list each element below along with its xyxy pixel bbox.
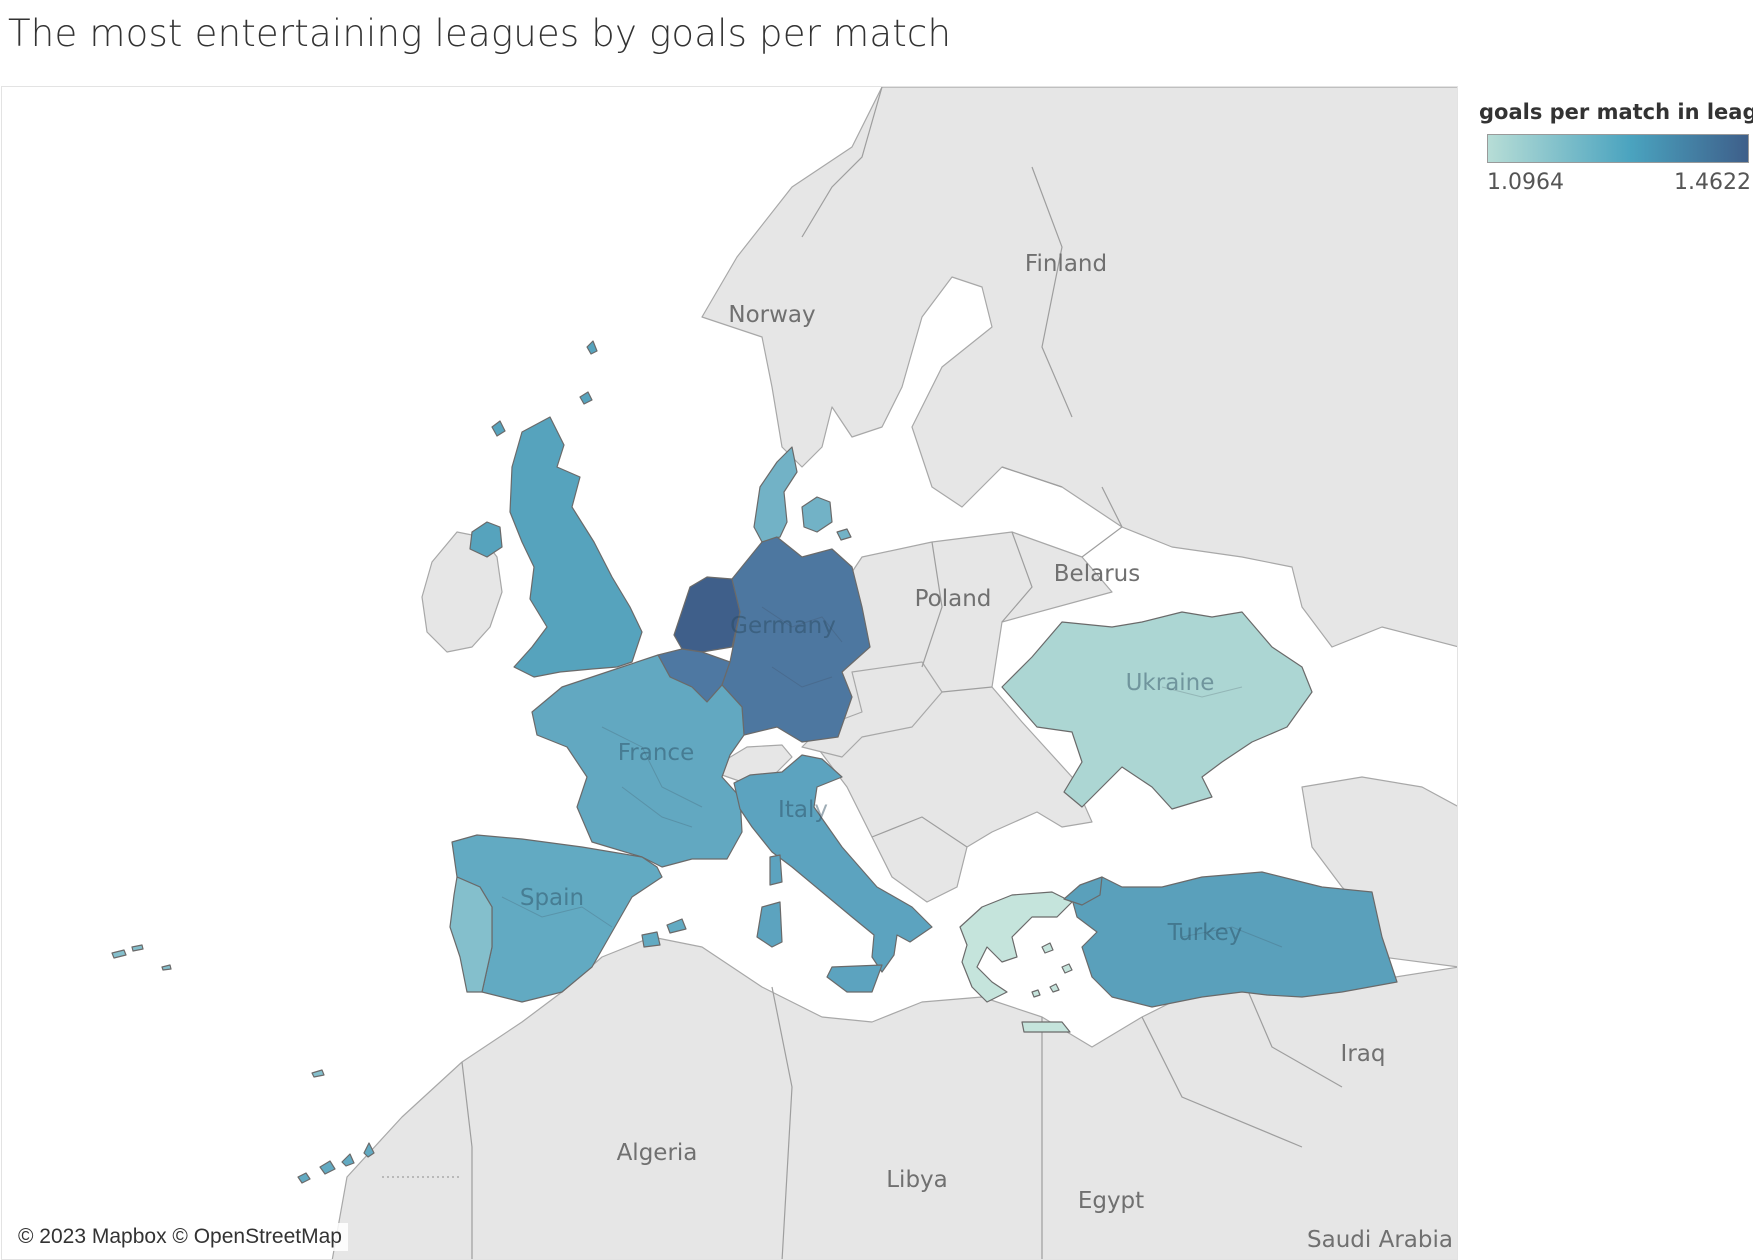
label-norway: Norway (728, 302, 815, 328)
label-france: France (618, 740, 694, 766)
internal-region-lines (761, 606, 843, 643)
label-belarus: Belarus (1054, 561, 1140, 587)
northern-ireland[interactable] (469, 521, 503, 558)
turkey-thrace[interactable] (1063, 876, 1103, 906)
country-united-kingdom[interactable] (509, 416, 643, 678)
label-turkey: Turkey (1167, 920, 1243, 946)
border-line (941, 686, 993, 693)
border-line (1001, 531, 1033, 623)
corsica[interactable] (769, 854, 783, 886)
chart-title: The most entertaining leagues by goals p… (8, 12, 952, 55)
internal-region-lines (501, 896, 613, 928)
label-saudi-arabia: Saudi Arabia (1307, 1227, 1453, 1253)
country-portugal[interactable] (449, 876, 493, 993)
legend-max-value: 1.4622 (1674, 170, 1751, 195)
country-denmark-islands[interactable] (801, 496, 852, 541)
map-canvas[interactable]: Germany France Italy Spain Turkey Ukrain… (2, 87, 1458, 1260)
legend-title: goals per match in leag.. (1479, 100, 1753, 124)
crete[interactable] (1021, 1021, 1071, 1033)
border-line (801, 87, 883, 238)
label-italy: Italy (778, 797, 828, 823)
label-algeria: Algeria (617, 1140, 698, 1166)
label-egypt: Egypt (1078, 1188, 1144, 1214)
label-ukraine: Ukraine (1126, 670, 1215, 696)
label-libya: Libya (886, 1167, 948, 1193)
internal-region-lines (771, 666, 833, 688)
border-line (461, 1061, 473, 1259)
internal-region-lines (1181, 926, 1283, 948)
uk-isles[interactable] (491, 340, 598, 437)
country-france[interactable] (531, 654, 745, 868)
map-attribution[interactable]: © 2023 Mapbox © OpenStreetMap (12, 1223, 348, 1251)
country-greece[interactable] (959, 891, 1073, 1003)
madeira-islands (311, 1069, 325, 1078)
label-germany: Germany (730, 613, 836, 639)
border-line (1141, 1016, 1303, 1148)
border-line (1001, 466, 1063, 488)
land-caucasus (1301, 776, 1457, 968)
internal-region-lines (601, 726, 703, 808)
sardinia[interactable] (756, 901, 783, 948)
border-line (921, 541, 943, 668)
country-turkey[interactable] (1071, 871, 1398, 1008)
country-ukraine[interactable] (1001, 611, 1313, 810)
country-italy[interactable] (733, 754, 933, 973)
aegean-islands[interactable] (1031, 942, 1073, 998)
border-line (1081, 486, 1123, 558)
internal-region-lines (1161, 686, 1243, 698)
legend-min-value: 1.0964 (1487, 170, 1564, 195)
border-line (1031, 166, 1073, 418)
internal-region-lines (621, 786, 693, 828)
color-legend[interactable]: goals per match in leag.. 1.0964 1.4622 (1475, 96, 1753, 206)
balearic-islands[interactable] (641, 918, 687, 948)
sicily[interactable] (826, 964, 883, 993)
border-line (871, 816, 968, 848)
border-line (771, 986, 793, 1259)
label-spain: Spain (520, 885, 584, 911)
label-poland: Poland (915, 586, 992, 612)
label-iraq: Iraq (1341, 1041, 1386, 1067)
map-view[interactable]: Germany France Italy Spain Turkey Ukrain… (1, 86, 1458, 1260)
label-finland: Finland (1025, 251, 1107, 277)
land-scandinavia-russia (701, 87, 1457, 648)
azores-islands (111, 944, 172, 971)
border-line (1241, 976, 1343, 1088)
legend-gradient-bar (1487, 134, 1749, 163)
canary-islands (297, 1142, 375, 1184)
